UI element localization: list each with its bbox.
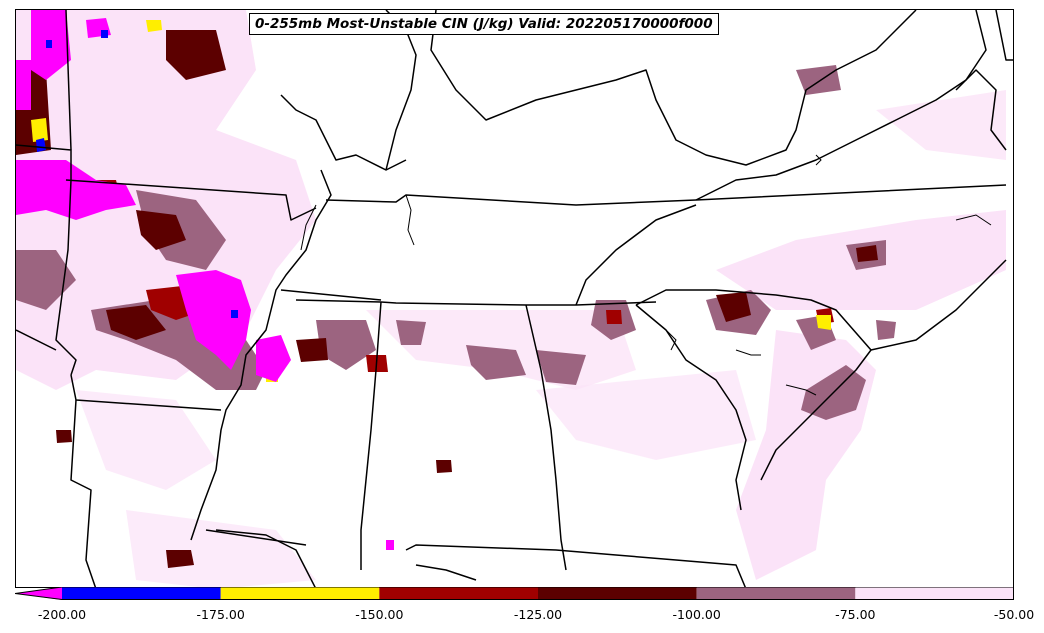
cin-shading [16,10,1006,587]
colorbar-tick-label: -100.00 [672,607,721,622]
colorbar-bin [538,587,697,600]
colorbar-tick-label: -75.00 [835,607,876,622]
colorbar [15,587,1014,600]
colorbar-tick-label: -150.00 [355,607,404,622]
rivers-lakes [300,154,992,396]
map-title: 0-255mb Most-Unstable CIN (J/kg) Valid: … [249,13,719,35]
colorbar-bin [220,587,380,600]
colorbar-bin [62,587,221,600]
colorbar-tick-label: -125.00 [513,607,563,622]
state-borders [16,10,1013,587]
colorbar-bin [696,587,856,600]
colorbar-tick-label: -50.00 [993,607,1035,622]
map-panel [15,9,1014,588]
colorbar-bin [379,587,538,600]
colorbar-bin [855,587,1014,600]
cin-map [16,10,1013,587]
colorbar-tick-label: -200.00 [37,607,87,622]
colorbar-bin [15,587,62,600]
colorbar-outline [15,587,1014,600]
colorbar-tick-label: -175.00 [196,607,245,622]
